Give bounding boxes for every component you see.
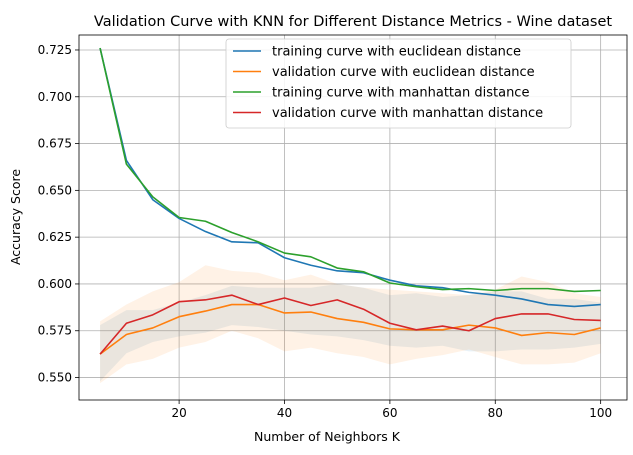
y-tick-label: 0.600 xyxy=(38,277,72,291)
y-tick-label: 0.675 xyxy=(38,137,72,151)
confidence-band-1 xyxy=(100,283,601,382)
y-axis: 0.550 0.575 0.600 0.625 0.650 0.675 0.700 0.725 xyxy=(38,43,79,385)
series-lines xyxy=(99,47,601,355)
x-tick-label: 60 xyxy=(382,406,397,420)
chart-title: Validation Curve with KNN for Different … xyxy=(94,14,612,30)
legend-box xyxy=(225,38,572,129)
y-tick-label: 0.700 xyxy=(38,90,72,104)
y-tick-label: 0.550 xyxy=(38,371,72,385)
series-line-3 xyxy=(99,47,601,293)
confidence-bands xyxy=(100,265,601,384)
y-tick-label: 0.625 xyxy=(38,230,72,244)
y-tick-label: 0.650 xyxy=(38,183,72,197)
series-line-4 xyxy=(99,294,601,355)
y-axis-label: Accuracy Score xyxy=(8,169,23,265)
series-line-2 xyxy=(99,303,601,355)
y-tick-label: 0.725 xyxy=(38,43,72,57)
x-tick-label: 80 xyxy=(488,406,503,420)
legend-label: training curve with manhattan distance xyxy=(272,86,529,101)
x-tick-label: 100 xyxy=(589,406,612,420)
x-tick-label: 20 xyxy=(171,406,186,420)
x-axis-label: Number of Neighbors K xyxy=(254,429,401,444)
x-axis: 20 40 60 80 100 xyxy=(171,400,612,420)
plot-frame xyxy=(78,34,628,401)
legend: training curve with euclidean distance va… xyxy=(225,38,572,129)
legend-label: validation curve with manhattan distance xyxy=(272,106,543,121)
x-tick-label: 40 xyxy=(277,406,292,420)
legend-label: training curve with euclidean distance xyxy=(272,45,521,60)
confidence-band-2 xyxy=(100,265,601,384)
legend-label: validation curve with euclidean distance xyxy=(272,65,535,80)
y-tick-label: 0.575 xyxy=(38,324,72,338)
series-line-1 xyxy=(99,47,601,308)
